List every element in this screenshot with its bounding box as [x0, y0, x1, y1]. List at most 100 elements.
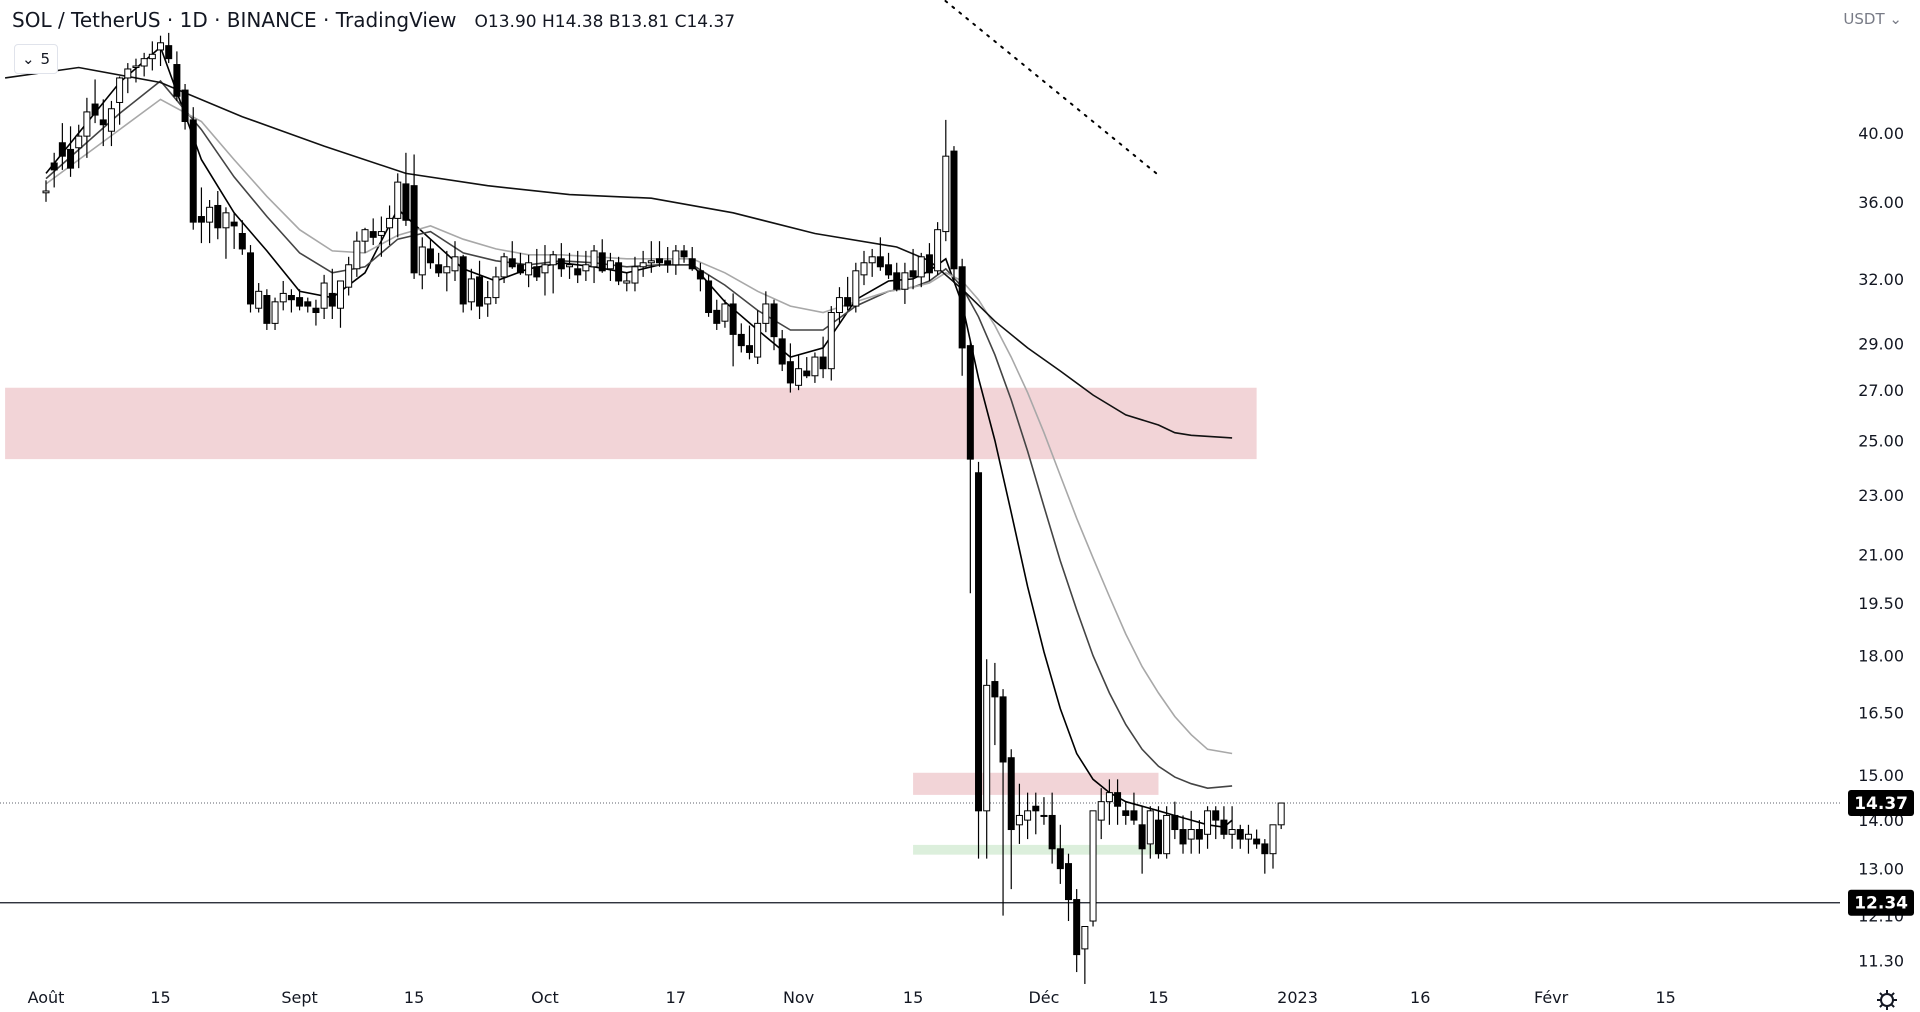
candle-body [99, 119, 107, 126]
candle-body [590, 250, 598, 268]
candle-body [1130, 810, 1138, 821]
candle-body [476, 276, 484, 307]
y-tick-label: 40.00 [1858, 124, 1904, 143]
currency-selector[interactable]: USDT ⌄ [1843, 10, 1902, 28]
candle-body [42, 190, 50, 194]
x-tick-label: Août [28, 988, 65, 1007]
candle-body [574, 268, 582, 276]
candle-body [786, 361, 794, 384]
gear-icon[interactable] [1877, 990, 1897, 1010]
candle-body [598, 252, 606, 272]
candle-body [688, 258, 696, 270]
candle-body [1204, 810, 1212, 835]
candle-body [336, 280, 344, 309]
candle-body [876, 256, 884, 268]
candle-body [345, 264, 353, 288]
candle-body [1187, 829, 1195, 840]
candle-body [549, 254, 557, 266]
candle-body [901, 272, 909, 290]
candle-body [672, 250, 680, 266]
candle-body [91, 103, 99, 116]
candle-body [557, 258, 565, 270]
y-tick-label: 25.00 [1858, 432, 1904, 451]
candle-body [1065, 863, 1072, 901]
candle-body [958, 266, 966, 349]
candle-body [492, 276, 500, 299]
candle-body [410, 185, 418, 274]
candle-body [656, 258, 663, 264]
price-label-12.34: 12.34 [1854, 894, 1908, 914]
candle-body [615, 262, 623, 282]
candle-body [909, 270, 917, 278]
candle-body [647, 260, 655, 264]
candle-body [312, 307, 320, 314]
indicators-toggle-button[interactable]: ⌄ 5 [14, 44, 58, 74]
candle-body [754, 322, 762, 358]
candle-body [1277, 802, 1285, 826]
candle-body [426, 248, 434, 264]
candle-body [173, 64, 181, 97]
candle-body [934, 229, 942, 272]
candle-body [631, 266, 639, 284]
candle-body [983, 684, 991, 812]
candle-body [1236, 829, 1244, 840]
candle-body [950, 150, 958, 270]
candle-body [516, 264, 524, 274]
y-tick-label: 32.00 [1858, 270, 1904, 289]
x-tick-label: 17 [666, 988, 686, 1007]
candle-body [1179, 829, 1187, 845]
candle-body [132, 65, 140, 68]
ohlc-readout: O13.90 H14.38 B13.81 C14.37 [474, 12, 736, 32]
y-tick-label: 23.00 [1858, 486, 1904, 505]
candle-body [107, 108, 115, 132]
y-tick-label: 36.00 [1858, 193, 1904, 212]
candle-body [1220, 819, 1228, 835]
candle-body [999, 696, 1007, 763]
x-tick-label: Nov [783, 988, 814, 1007]
ma-slow [45, 98, 1233, 755]
candle-body [402, 183, 410, 221]
candle-body [844, 297, 852, 307]
candle-body [885, 264, 893, 276]
y-tick-label: 13.00 [1858, 860, 1904, 879]
chevron-down-icon: ⌄ [1889, 10, 1902, 28]
candle-body [58, 142, 66, 157]
candle-body [1007, 757, 1015, 831]
candle-body [484, 297, 492, 305]
candle-body [124, 68, 132, 79]
candle-body [762, 303, 770, 324]
candle-body [745, 345, 753, 353]
candle-body [541, 264, 549, 274]
symbol-title[interactable]: SOL / TetherUS · 1D · BINANCE · TradingV… [12, 8, 457, 32]
candle-body [713, 309, 721, 324]
price-label-box [1848, 889, 1914, 916]
candle-body [1261, 843, 1269, 855]
price-label-box [1848, 790, 1914, 817]
candle-body [917, 256, 925, 278]
candle-body [459, 256, 467, 305]
candle-body [157, 42, 165, 51]
candle-body [271, 301, 279, 324]
candle-body [451, 256, 459, 272]
candle-body [1114, 792, 1122, 807]
candle-body [197, 216, 205, 223]
y-tick-label: 21.00 [1858, 546, 1904, 565]
candle-body [925, 254, 933, 274]
candle-body [1244, 833, 1252, 840]
candle-body [566, 264, 574, 268]
candle-body [795, 368, 803, 386]
resistance-zone [5, 387, 1257, 460]
candle-body [67, 148, 75, 169]
candle-body [582, 264, 590, 272]
candle-body [361, 229, 369, 242]
candle-body [893, 272, 901, 290]
candle-body [1195, 829, 1203, 840]
candle-body [287, 295, 295, 301]
x-tick-label: Oct [531, 988, 559, 1007]
candle-body [811, 356, 819, 377]
resistance-zone-small [913, 772, 1159, 795]
candle-body [83, 111, 91, 137]
chevron-down-icon: ⌄ [21, 50, 35, 68]
candle-body [255, 290, 263, 309]
